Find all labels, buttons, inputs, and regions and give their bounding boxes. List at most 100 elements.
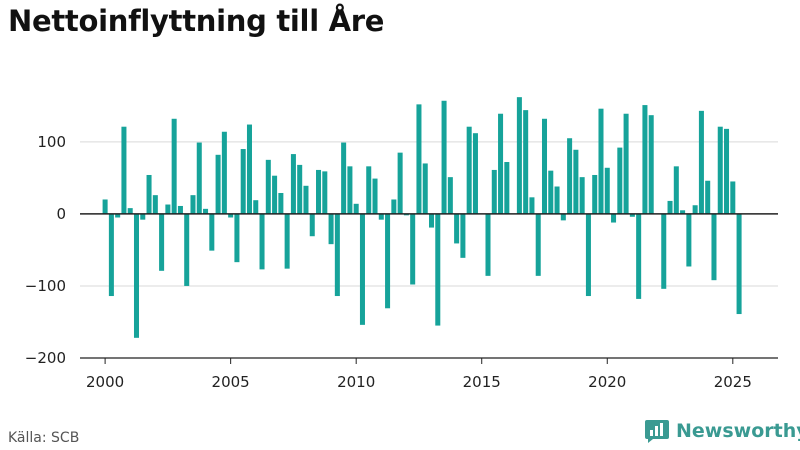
bar [171, 118, 177, 214]
bar [485, 213, 491, 276]
source-note: Källa: SCB [8, 430, 80, 446]
bar [617, 147, 623, 214]
y-axis-ticks: −200 −100 0 100 [25, 133, 66, 367]
bar [102, 199, 108, 214]
bar [133, 213, 140, 338]
bars [102, 97, 742, 338]
newsworthy-logo: Newsworthy [644, 418, 800, 444]
bar [152, 195, 158, 214]
bar [184, 213, 190, 286]
bar [259, 213, 265, 270]
x-tick-label: 2000 [86, 373, 124, 391]
bar [341, 142, 347, 214]
bar [541, 118, 548, 214]
bar [397, 152, 403, 214]
bar [529, 197, 535, 214]
bar [573, 149, 579, 214]
bar [711, 213, 717, 281]
bar [730, 181, 736, 214]
x-tick-label: 2020 [588, 373, 626, 391]
bar [203, 208, 209, 214]
bar [253, 200, 259, 214]
bar [297, 164, 303, 214]
bar [447, 177, 453, 214]
bar [686, 213, 692, 267]
bar [466, 126, 472, 214]
bar [435, 213, 441, 326]
bar [422, 163, 428, 214]
bar [278, 192, 284, 214]
bar [648, 115, 654, 214]
bar [234, 213, 240, 263]
bar [359, 213, 365, 325]
bar [209, 213, 215, 251]
bar [385, 213, 391, 309]
bar [115, 213, 121, 218]
bar [429, 213, 435, 228]
bar [560, 213, 566, 221]
bar [328, 213, 334, 245]
bar [554, 186, 560, 214]
bar [196, 142, 202, 214]
bar [228, 213, 234, 218]
bar [604, 167, 610, 214]
bar [347, 166, 353, 214]
bar [140, 213, 146, 220]
bar [498, 113, 504, 214]
y-tick-label: −100 [25, 277, 66, 295]
bar [535, 213, 541, 276]
bar [190, 195, 196, 214]
bar [642, 105, 648, 214]
bar [322, 171, 328, 214]
bar [717, 126, 723, 214]
y-tick-label: 0 [56, 205, 66, 223]
bar [108, 213, 114, 297]
bar [661, 213, 667, 289]
chart-title: Nettoinflyttning till Åre [8, 4, 385, 38]
y-tick-label: −200 [25, 349, 66, 367]
x-tick-label: 2015 [463, 373, 501, 391]
bar [504, 162, 510, 214]
bar [454, 213, 460, 244]
bar [472, 133, 478, 214]
bar [724, 128, 730, 214]
bar [290, 154, 296, 214]
bar [410, 213, 416, 285]
bar [441, 100, 447, 214]
bar [567, 138, 573, 214]
bar [284, 213, 290, 269]
bar [667, 200, 673, 214]
bar [121, 126, 127, 214]
bar [491, 169, 497, 214]
newsworthy-logo-icon [645, 420, 669, 443]
bar [629, 213, 635, 217]
bar [680, 210, 686, 214]
bar [378, 213, 384, 220]
bar [246, 124, 252, 214]
bar [353, 203, 359, 214]
bar [265, 159, 271, 214]
bar [366, 166, 372, 214]
bar [391, 199, 397, 214]
bar [548, 170, 554, 214]
bar [316, 169, 322, 214]
bar [303, 185, 309, 214]
bar [334, 213, 340, 297]
bar [460, 213, 466, 258]
bar [146, 174, 152, 214]
brand-name: Newsworthy [676, 420, 800, 442]
y-tick-label: 100 [37, 133, 66, 151]
bar [692, 205, 698, 214]
bar [215, 154, 221, 214]
bar [127, 208, 133, 214]
bar [585, 213, 591, 297]
bar [623, 113, 629, 214]
bar [159, 213, 165, 271]
x-axis: 2000 2005 2010 2015 2020 2025 [80, 357, 778, 391]
bar [416, 104, 422, 214]
bar [523, 110, 529, 214]
x-tick-label: 2010 [337, 373, 375, 391]
bar [705, 180, 711, 214]
bar [240, 149, 246, 214]
